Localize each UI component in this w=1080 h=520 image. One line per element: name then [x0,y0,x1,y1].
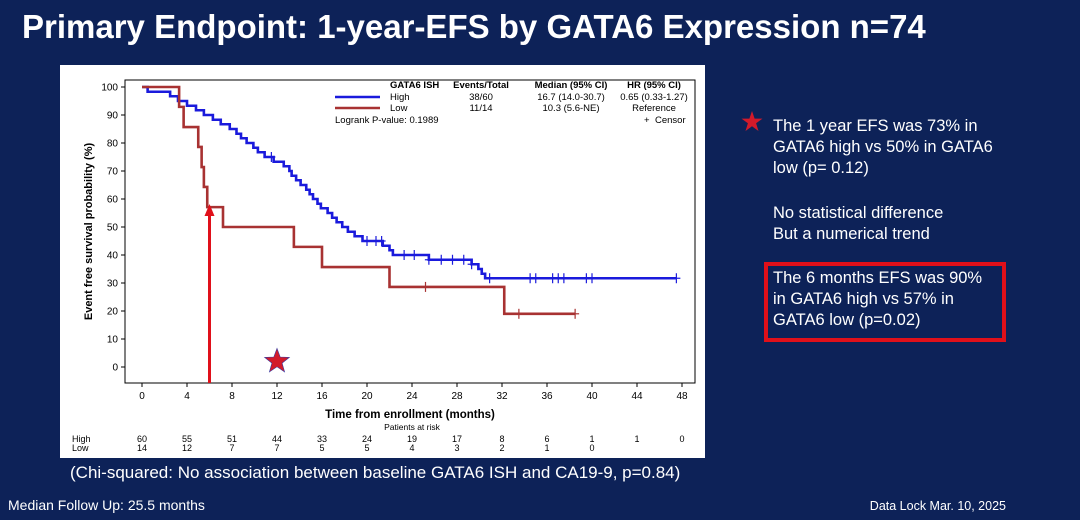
y-axis-label: Event free survival probability (%) [83,143,95,321]
legend-median: 10.3 (5.6-NE) [542,103,599,114]
bullet-3-line-1: The 6 months EFS was 90% [773,269,983,287]
x-tick-label: 36 [541,391,553,402]
x-tick-label: 44 [631,391,643,402]
risk-count: 0 [589,443,594,453]
y-tick-label: 80 [107,139,119,150]
bullet-2-line-1: No statistical difference [773,204,944,222]
risk-count: 7 [229,443,234,453]
data-lock-date: Data Lock Mar. 10, 2025 [869,499,1006,513]
chi-squared-note: (Chi-squared: No association between bas… [70,463,681,482]
risk-count: 1 [634,434,639,444]
y-tick-label: 50 [107,223,119,234]
risk-count: 24 [362,434,372,444]
y-tick-label: 70 [107,167,119,178]
risk-count: 44 [272,434,282,444]
risk-row-label-high: High [72,434,91,444]
legend-hr: Reference [632,103,676,114]
y-tick-label: 0 [112,363,118,374]
risk-table-title: Patients at risk [384,422,440,432]
y-tick-label: 20 [107,307,119,318]
risk-count: 55 [182,434,192,444]
logrank-pvalue: Logrank P-value: 0.1989 [335,115,439,126]
legend-group-low: Low [390,103,408,114]
plot-frame [124,79,696,384]
risk-row-label-low: Low [72,443,89,453]
x-tick-label: 40 [586,391,598,402]
y-tick-label: 90 [107,111,119,122]
y-tick-label: 30 [107,279,119,290]
bullet-1: The 1 year EFS was 73% in GATA6 high vs … [773,116,993,179]
km-curve-high [142,85,677,280]
risk-count: 5 [364,443,369,453]
y-tick-label: 100 [101,83,118,94]
km-curve-low [142,85,576,316]
risk-count: 33 [317,434,327,444]
risk-count: 3 [454,443,459,453]
risk-count: 7 [274,443,279,453]
legend-hr: 0.65 (0.33-1.27) [620,92,688,103]
risk-count: 2 [499,443,504,453]
x-tick-label: 16 [316,391,328,402]
km-figure: 0 10 20 30 40 50 60 70 80 90 100 0 4 8 12 16 20 24 28 32 36 4… [60,65,705,458]
bullet-1-line-2: GATA6 high vs 50% in GATA6 [773,138,993,156]
x-tick-label: 20 [361,391,373,402]
legend-header-group: GATA6 ISH [390,80,439,91]
y-tick-label: 40 [107,251,119,262]
legend-median: 16.7 (14.0-30.7) [537,92,605,103]
y-tick-label: 10 [107,335,119,346]
bullet-1-line-1: The 1 year EFS was 73% in [773,117,978,135]
highlight-box [764,262,1006,342]
risk-count: 5 [319,443,324,453]
y-tick-label: 60 [107,195,119,206]
x-tick-label: 8 [229,391,235,402]
risk-count: 1 [544,443,549,453]
bullet-3: The 6 months EFS was 90% in GATA6 high v… [773,268,982,331]
x-tick-label: 12 [271,391,283,402]
censor-legend-label: Censor [655,115,686,126]
x-tick-label: 32 [496,391,508,402]
x-tick-label: 4 [184,391,190,402]
censor-legend-symbol: + [644,115,650,126]
risk-count: 6 [544,434,549,444]
bullet-2-line-2: But a numerical trend [773,225,930,243]
slide-title: Primary Endpoint: 1-year-EFS by GATA6 Ex… [22,8,926,45]
risk-count: 12 [182,443,192,453]
risk-count: 1 [589,434,594,444]
star-icon [741,111,763,131]
x-tick-label: 0 [139,391,145,402]
bullet-1-line-3: low (p= 0.12) [773,159,869,177]
risk-count: 19 [407,434,417,444]
legend-events: 11/14 [469,103,492,114]
bullet-3-line-3: GATA6 low (p=0.02) [773,311,921,329]
risk-count: 51 [227,434,237,444]
x-tick-label: 24 [406,391,418,402]
risk-count: 17 [452,434,462,444]
risk-count: 4 [409,443,414,453]
legend-header-median: Median (95% CI) [535,80,608,91]
legend-group-high: High [390,92,410,103]
legend-events: 38/60 [469,92,493,103]
risk-count: 14 [137,443,147,453]
risk-count: 8 [499,434,504,444]
bullet-3-line-2: in GATA6 high vs 57% in [773,290,954,308]
median-follow-up: Median Follow Up: 25.5 months [8,497,205,513]
x-axis-label: Time from enrollment (months) [325,409,495,421]
legend-header-events: Events/Total [453,80,509,91]
legend-header-hr: HR (95% CI) [627,80,681,91]
bullet-2: No statistical difference But a numerica… [773,203,943,245]
risk-count: 60 [137,434,147,444]
annotation-arrow-head [204,204,215,216]
x-tick-label: 28 [451,391,463,402]
risk-count: 0 [679,434,684,444]
star-marker [263,347,291,373]
x-tick-label: 48 [676,391,688,402]
